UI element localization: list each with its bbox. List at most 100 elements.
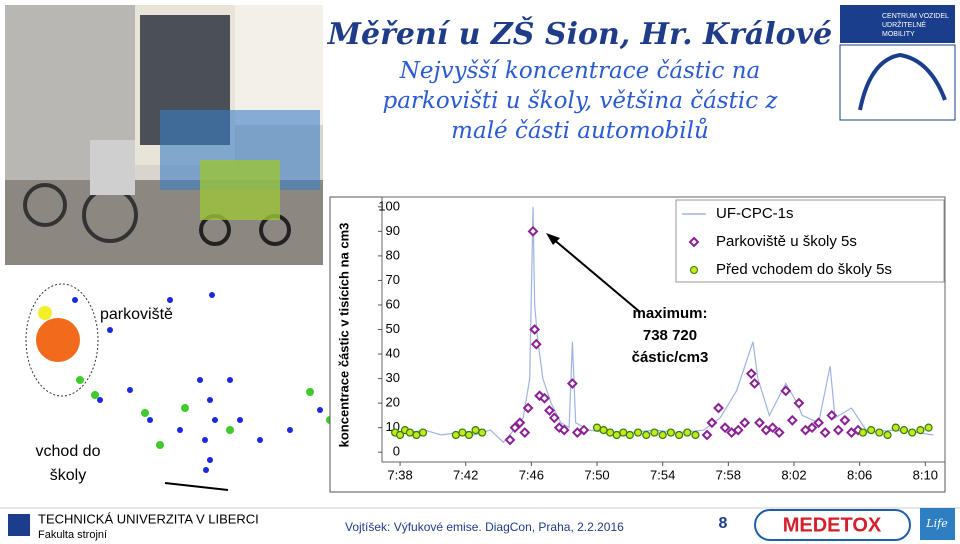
diamond-marker bbox=[826, 409, 838, 421]
medetox-logo bbox=[754, 509, 911, 541]
x-tick-label: 8:10 bbox=[913, 467, 938, 482]
diamond-marker bbox=[558, 424, 570, 436]
footer-faculty: Fakulta strojní bbox=[38, 529, 107, 541]
circle-marker bbox=[883, 430, 892, 440]
circle-marker bbox=[658, 430, 667, 440]
diamond-marker bbox=[713, 402, 724, 414]
y-tick-label: 90 bbox=[386, 223, 400, 238]
y-tick-label: 50 bbox=[386, 321, 400, 336]
legend-label: Parkoviště u školy 5s bbox=[716, 233, 857, 250]
circle-marker bbox=[908, 428, 917, 437]
subtitle: parkovišti u školy, většina částic z bbox=[382, 88, 778, 114]
page-number: 8 bbox=[719, 515, 728, 532]
diamond-marker bbox=[509, 422, 521, 434]
circle-marker bbox=[924, 423, 933, 432]
circle-marker bbox=[458, 428, 467, 437]
x-tick-label: 7:54 bbox=[650, 467, 675, 482]
diamond-marker bbox=[544, 405, 555, 416]
circle-marker bbox=[691, 430, 700, 440]
circle-marker bbox=[683, 428, 692, 437]
x-tick-label: 7:42 bbox=[453, 467, 478, 482]
circle-marker bbox=[478, 428, 487, 437]
diamond-marker bbox=[519, 427, 531, 438]
annotation: maximum: bbox=[632, 305, 707, 322]
circle-marker bbox=[858, 428, 868, 437]
x-tick-label: 7:50 bbox=[584, 467, 609, 482]
diamond-marker bbox=[780, 385, 792, 397]
circle-marker bbox=[405, 428, 415, 437]
y-tick-label: 100 bbox=[378, 198, 400, 213]
x-tick-label: 7:46 bbox=[519, 467, 544, 482]
diamond-marker bbox=[806, 422, 818, 434]
logo-text: CENTRUM VOZIDEL bbox=[882, 13, 949, 20]
logo: CENTRUM VOZIDEL UDRŽITELNÉ MOBILITY bbox=[839, 5, 956, 121]
citation: Vojtíšek: Výfukové emise. DiagCon, Praha… bbox=[345, 520, 624, 534]
y-tick-label: 80 bbox=[386, 247, 400, 262]
diamond-marker bbox=[539, 392, 550, 404]
diamond-marker bbox=[832, 424, 844, 436]
tul-logo bbox=[8, 514, 30, 536]
diamond-marker bbox=[504, 434, 516, 446]
circle-marker bbox=[650, 428, 659, 437]
map-label: vchod do bbox=[36, 443, 101, 460]
circle-marker bbox=[867, 426, 876, 435]
diamond-marker bbox=[732, 424, 744, 436]
diamond-marker bbox=[754, 417, 765, 429]
circle-marker bbox=[899, 426, 909, 435]
diamond-marker bbox=[839, 414, 851, 426]
arrow-head bbox=[546, 233, 560, 245]
y-tick-label: 60 bbox=[386, 296, 400, 311]
footer-university: TECHNICKÁ UNIVERZITA V LIBERCI bbox=[38, 511, 259, 526]
legend-label: UF-CPC-1s bbox=[716, 205, 794, 222]
diamond-marker bbox=[719, 422, 731, 434]
circle-marker bbox=[606, 428, 615, 437]
diamond-marker bbox=[527, 225, 539, 237]
map-label: školy bbox=[50, 467, 86, 484]
annotation: částic/cm3 bbox=[632, 349, 709, 366]
y-tick-label: 70 bbox=[386, 272, 400, 287]
circle-marker bbox=[666, 428, 675, 437]
logo-text: MOBILITY bbox=[882, 31, 915, 38]
circle-marker bbox=[633, 428, 643, 437]
x-tick-label: 8:06 bbox=[847, 467, 872, 482]
diamond-marker bbox=[739, 417, 751, 429]
annotation-arrow bbox=[551, 237, 641, 313]
logo-text: UDRŽITELNÉ bbox=[882, 20, 926, 29]
diamond-marker bbox=[819, 427, 831, 438]
circle-marker bbox=[395, 430, 405, 440]
diamond-marker bbox=[529, 324, 541, 335]
diamond-marker bbox=[522, 402, 534, 414]
diamond-marker bbox=[566, 378, 578, 389]
subtitle: Nejvyšší koncentrace částic na bbox=[399, 58, 761, 84]
annotation: 738 720 bbox=[643, 327, 697, 344]
diamond-marker bbox=[773, 427, 785, 438]
diamond-marker bbox=[514, 417, 526, 429]
circle-marker bbox=[875, 428, 884, 437]
circle-marker bbox=[471, 426, 480, 435]
diamond-marker bbox=[745, 368, 757, 380]
diamond-marker bbox=[767, 422, 779, 434]
life-logo bbox=[920, 508, 955, 540]
circle-marker bbox=[916, 426, 925, 435]
circle-marker bbox=[592, 423, 602, 432]
diamond-marker bbox=[786, 414, 798, 426]
legend-label: Před vchodem do školy 5s bbox=[716, 261, 892, 278]
life-text: Life bbox=[925, 517, 948, 530]
y-tick-label: 0 bbox=[393, 444, 400, 459]
medetox-text: MEDETOX bbox=[783, 514, 882, 536]
photo bbox=[5, 5, 323, 265]
circle-marker bbox=[412, 430, 421, 440]
diamond-marker bbox=[793, 397, 805, 409]
y-tick-label: 30 bbox=[386, 370, 400, 385]
x-tick-label: 7:38 bbox=[387, 467, 412, 482]
circle-marker bbox=[891, 423, 900, 432]
legend-swatch bbox=[690, 266, 698, 274]
diamond-marker bbox=[530, 338, 542, 350]
y-axis-label: koncentrace částic v tisících na cm3 bbox=[336, 223, 351, 448]
slide-title: Měření u ZŠ Sion, Hr. Králové bbox=[327, 16, 832, 52]
circle-marker bbox=[625, 430, 634, 440]
diamond-marker bbox=[749, 378, 761, 389]
legend-box bbox=[675, 199, 945, 283]
diamond-marker bbox=[548, 412, 560, 424]
